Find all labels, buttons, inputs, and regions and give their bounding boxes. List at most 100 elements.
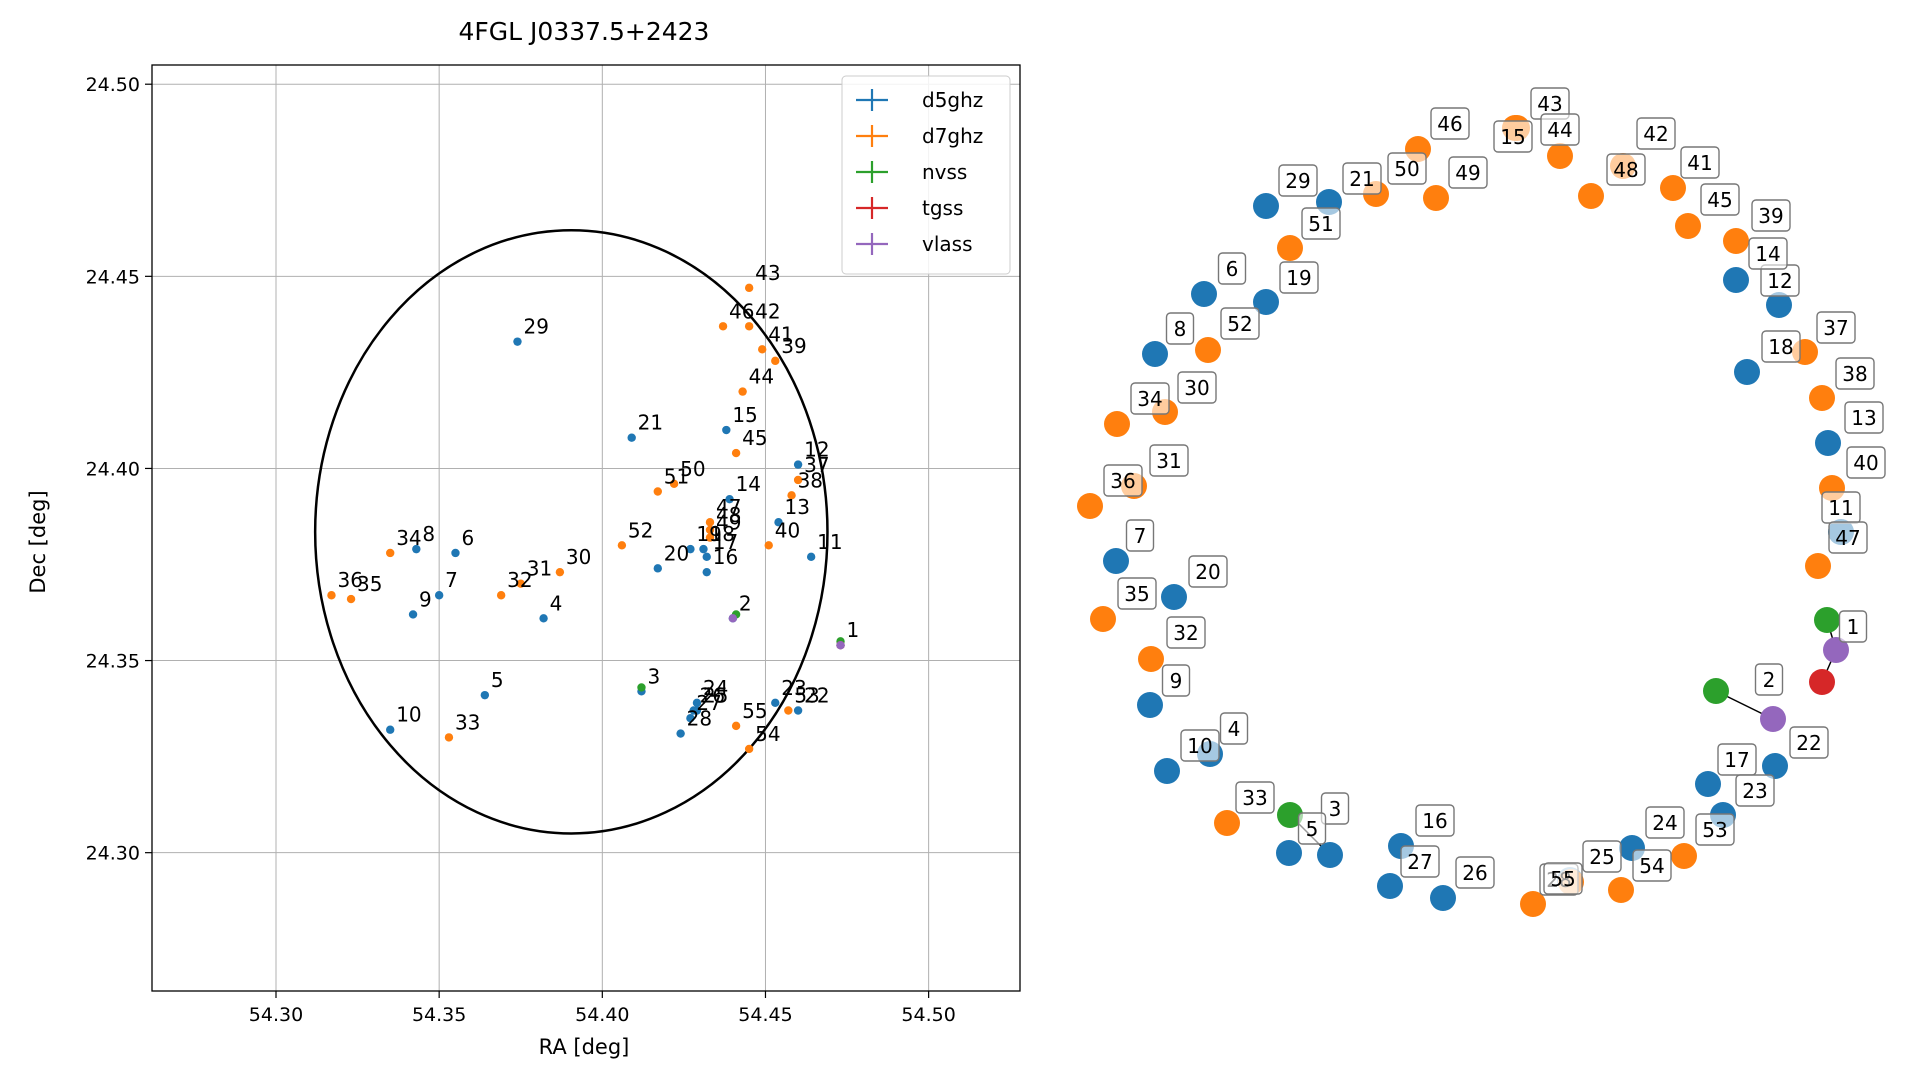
network-node-label: 10 (1180, 729, 1220, 762)
point-d5ghz (408, 610, 418, 619)
network-node-label: 24 (1645, 806, 1685, 839)
network-node (1695, 771, 1721, 797)
network-node (1723, 228, 1749, 254)
point-label: 8 (422, 522, 435, 546)
point-label: 19 (696, 522, 721, 546)
point-d5ghz (386, 725, 395, 734)
network-label-box (1645, 806, 1685, 839)
network-node-label: 15 (1493, 120, 1533, 153)
network-label-text: 53 (1702, 818, 1727, 842)
network-label-text: 23 (1742, 779, 1767, 803)
point-label: 33 (455, 710, 480, 734)
point-label: 43 (755, 261, 780, 285)
network-node-label: 12 (1760, 264, 1800, 297)
network-node-label: 45 (1700, 183, 1740, 216)
network-node-label: 4 (1219, 712, 1249, 745)
point-label: 3 (647, 664, 660, 688)
network-node-label: 20 (1188, 555, 1228, 588)
point-d5ghz (686, 713, 695, 723)
network-label-box (1278, 164, 1318, 197)
network-node-label: 44 (1540, 113, 1580, 146)
network-label-box (1130, 382, 1170, 415)
x-axis-label: RA [deg] (539, 1035, 630, 1059)
network-node-label: 51 (1301, 207, 1341, 240)
point-vlass (728, 614, 738, 623)
point-label: 28 (687, 707, 712, 731)
network-label-box (1149, 444, 1189, 477)
network-node-label: 49 (1448, 156, 1488, 189)
point-label: 7 (445, 568, 458, 592)
point-label: 16 (713, 545, 738, 569)
point-d7ghz (516, 579, 525, 588)
point-d5ghz (725, 494, 734, 504)
network-label-box (1165, 312, 1195, 345)
point-d5ghz (480, 690, 490, 700)
network-label-text: 18 (1768, 335, 1793, 359)
point-d7ghz (738, 387, 747, 396)
network-label-text: 24 (1652, 811, 1677, 835)
point-d7ghz (653, 487, 662, 496)
y-tick-label: 24.35 (86, 651, 140, 673)
network-label-text: 16 (1422, 809, 1447, 833)
point-d7ghz (731, 721, 741, 731)
x-tick-label: 54.45 (738, 1004, 792, 1026)
network-label-box (1103, 464, 1143, 497)
network-label-box (1828, 521, 1868, 554)
network-node-label: 16 (1415, 804, 1455, 837)
network-label-box (1695, 813, 1735, 846)
network-label-box (1217, 252, 1247, 285)
network-label-box (1789, 726, 1829, 759)
network-label-text: 12 (1767, 269, 1792, 293)
network-node-label: 26 (1455, 856, 1495, 889)
network-edges (1289, 619, 1837, 856)
network-label-text: 34 (1137, 387, 1162, 411)
network-node-label: 37 (1816, 311, 1856, 344)
point-d5ghz (699, 544, 708, 554)
x-tick-label: 54.35 (412, 1004, 466, 1026)
network-node-label: 31 (1149, 444, 1189, 477)
point-d7ghz (787, 491, 796, 500)
error-circle-layer (313, 228, 829, 835)
point-d5ghz (692, 698, 702, 708)
point-d5ghz (774, 518, 783, 527)
point-label: 38 (798, 468, 823, 492)
network-label-text: 46 (1437, 112, 1462, 136)
point-label: 34 (396, 526, 421, 550)
point-label: 1 (847, 618, 860, 642)
point-label: 46 (729, 299, 754, 323)
network-label-text: 55 (1550, 867, 1575, 891)
network-label-box (1455, 856, 1495, 889)
network-label-box (1838, 610, 1868, 643)
point-label: 40 (775, 518, 800, 542)
point-label: 42 (755, 299, 780, 323)
network-label-text: 35 (1124, 582, 1149, 606)
network-node (1805, 553, 1831, 579)
point-d7ghz (705, 525, 715, 535)
network-label-box (1166, 616, 1206, 649)
network-node-label: 29 (1278, 164, 1318, 197)
point-labels: 1234567891011121314151617181920212223242… (337, 261, 859, 746)
network-node-label: 25 (1582, 840, 1622, 873)
network-label-box (1735, 774, 1775, 807)
point-d7ghz (555, 567, 565, 577)
network-node-label: 22 (1789, 726, 1829, 759)
network-label-text: 42 (1643, 122, 1668, 146)
point-label: 53 (794, 684, 819, 708)
network-node (1377, 873, 1403, 899)
network-label-text: 20 (1195, 560, 1220, 584)
network-label-text: 25 (1589, 845, 1614, 869)
point-d5ghz (627, 433, 636, 442)
network-label-text: 7 (1134, 524, 1147, 548)
point-label: 26 (700, 684, 725, 708)
network-node-label: 50 (1387, 152, 1427, 185)
network-node (1423, 185, 1449, 211)
network-node (1253, 193, 1279, 219)
network-node-nvss (1277, 802, 1303, 828)
network-node-label: 34 (1130, 382, 1170, 415)
network-label-text: 36 (1110, 469, 1135, 493)
legend-entry-nvss: nvss (922, 160, 967, 184)
network-label-text: 5 (1306, 817, 1319, 841)
point-d5ghz (676, 729, 685, 738)
network-label-text: 8 (1174, 317, 1187, 341)
network-label-text: 22 (1796, 731, 1821, 755)
